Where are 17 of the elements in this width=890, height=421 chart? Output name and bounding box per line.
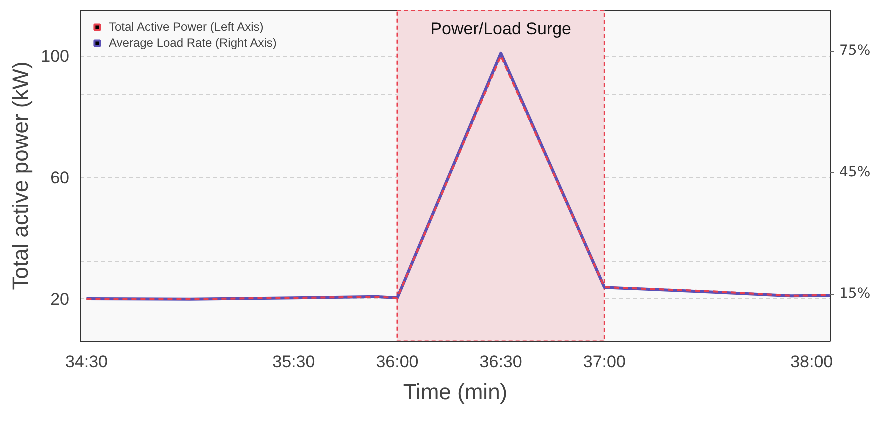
legend-label: Average Load Rate (Right Axis) — [109, 36, 277, 50]
y-axis-title: Total active power (kW) — [8, 62, 34, 290]
y2-tick-label: 75% — [840, 43, 871, 60]
y-tick-label: 100 — [41, 47, 70, 66]
legend-label: Total Active Power (Left Axis) — [109, 20, 264, 34]
x-tick-label: 34:30 — [65, 352, 108, 372]
x-tick-label: 35:30 — [272, 352, 316, 372]
x-tick-label: 36:30 — [480, 352, 522, 372]
x-tick-label: 38:00 — [790, 352, 834, 372]
band-label: Power/Load Surge — [430, 20, 572, 38]
y-tick-label: 20 — [50, 290, 70, 309]
x-tick-label: 36:00 — [376, 352, 419, 372]
y2-tick-label: 15% — [840, 286, 871, 302]
y2-tick-label: 45% — [840, 164, 871, 181]
x-tick-label: 37:00 — [583, 352, 626, 372]
x-axis-title: Time (min) — [403, 380, 508, 404]
y-tick-label: 60 — [50, 168, 70, 188]
